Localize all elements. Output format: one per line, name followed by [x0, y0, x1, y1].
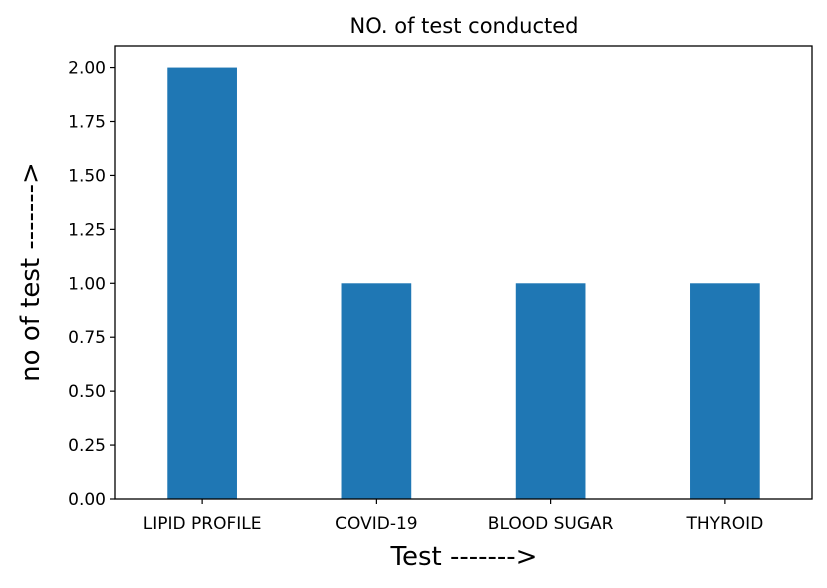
y-tick-label: 2.00: [68, 59, 106, 79]
bar-lipid-profile: [167, 67, 237, 500]
x-tick-label: THYROID: [685, 514, 763, 534]
y-axis: 0.00 0.25 0.50 0.75 1.00 1.25 1.50 1.75 2.00: [68, 59, 115, 510]
y-tick-label: 0.00: [68, 490, 106, 510]
x-tick-label: LIPID PROFILE: [143, 514, 262, 534]
chart-title: NO. of test conducted: [349, 14, 578, 38]
y-tick-label: 0.75: [68, 328, 106, 348]
bar-covid-19: [341, 283, 412, 499]
y-axis-label: no of test ------->: [16, 162, 46, 382]
y-tick-label: 1.00: [68, 274, 106, 294]
y-tick-label: 1.50: [68, 166, 106, 186]
x-axis-label: Test ------->: [390, 542, 538, 572]
bar-thyroid: [690, 283, 760, 499]
y-tick-label: 0.50: [68, 382, 106, 402]
y-tick-label: 1.75: [68, 113, 106, 133]
y-tick-label: 0.25: [68, 436, 106, 456]
y-tick-label: 1.25: [68, 220, 106, 240]
bar-blood-sugar: [515, 283, 586, 499]
x-tick-label: BLOOD SUGAR: [488, 514, 614, 534]
bars-layer: [167, 67, 760, 500]
x-axis: LIPID PROFILE COVID-19 BLOOD SUGAR THYROID: [143, 499, 763, 534]
x-tick-label: COVID-19: [335, 514, 417, 534]
plot-frame: [114, 45, 813, 500]
